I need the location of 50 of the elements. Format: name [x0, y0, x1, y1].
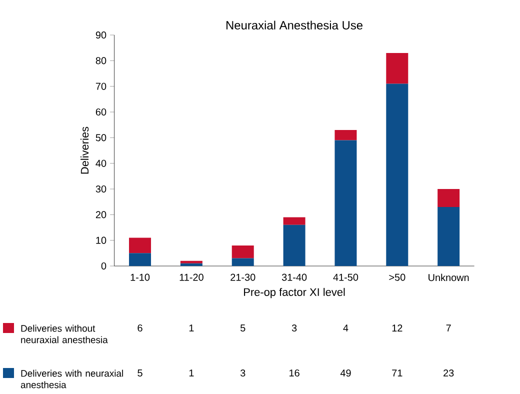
- data-label: 5: [240, 324, 246, 332]
- data-label: 7: [446, 324, 451, 332]
- bar: [129, 238, 152, 254]
- x-tick-label: 21-30: [230, 274, 256, 281]
- legend-label: Deliveries without neuraxial anesthesia: [21, 324, 108, 344]
- bar: [232, 258, 254, 266]
- bar: [283, 224, 306, 266]
- y-tick-label: 80: [96, 57, 106, 64]
- data-label: 3: [240, 369, 246, 377]
- bar: [180, 260, 202, 264]
- y-axis-title: Deliveries: [80, 126, 89, 174]
- data-label: 1: [189, 370, 194, 376]
- y-tick-label: 90: [96, 31, 106, 39]
- x-tick-label: Unknown: [428, 274, 469, 282]
- data-label: 12: [392, 324, 402, 332]
- bar: [386, 52, 408, 84]
- bar: [438, 206, 460, 266]
- y-tick-label: 40: [96, 160, 106, 167]
- data-label: 5: [138, 370, 142, 376]
- data-label: 3: [292, 324, 297, 332]
- x-tick-label: >50: [389, 274, 406, 281]
- bar: [232, 245, 254, 258]
- data-label: 1: [189, 324, 194, 332]
- x-tick-label: 1-10: [130, 274, 150, 281]
- bar: [334, 130, 357, 140]
- x-tick-label: 11-20: [180, 274, 204, 281]
- y-tick-label: 30: [96, 185, 106, 193]
- data-label: 49: [340, 369, 351, 377]
- bar: [180, 263, 202, 266]
- x-tick-label: 31-40: [282, 274, 307, 281]
- chart-title: Neuraxial Anesthesia Use: [226, 20, 362, 30]
- y-tick-label: 50: [96, 134, 106, 142]
- data-label: 23: [444, 369, 454, 377]
- bar: [283, 217, 306, 225]
- y-tick-label: 70: [96, 82, 106, 90]
- data-label: 16: [290, 369, 300, 377]
- x-axis-title: Pre-op factor XI level: [244, 288, 345, 298]
- data-label: 6: [138, 324, 142, 332]
- y-tick-label: 20: [96, 211, 106, 218]
- y-tick-label: 60: [96, 108, 106, 116]
- x-tick-label: 41-50: [333, 274, 358, 281]
- data-label: 4: [343, 324, 348, 332]
- legend-label: Deliveries with neuraxial anesthesia: [20, 370, 123, 388]
- bar: [438, 189, 460, 207]
- y-tick-label: 0: [101, 262, 106, 270]
- y-tick-label: 10: [96, 236, 106, 244]
- bar: [386, 84, 408, 266]
- bar: [334, 140, 357, 266]
- data-label: 71: [392, 370, 402, 376]
- bar: [129, 253, 152, 266]
